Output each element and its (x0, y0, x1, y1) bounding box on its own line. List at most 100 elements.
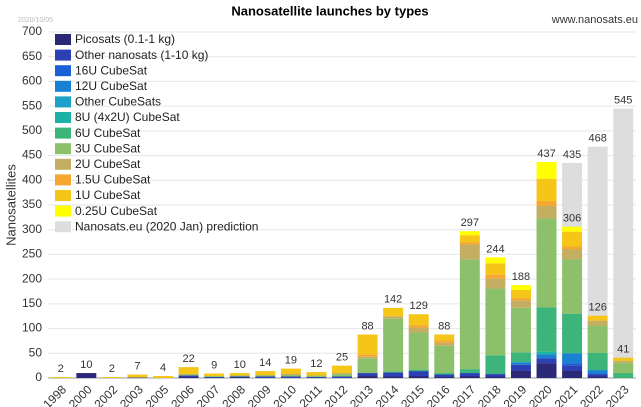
total-label: 10 (234, 359, 246, 371)
bar-segment (408, 369, 429, 372)
x-tick-label: 2010 (270, 382, 299, 407)
prediction-bar (613, 108, 634, 378)
bar-segment (459, 373, 480, 377)
bar-segment (485, 263, 506, 275)
source: www.nanosats.eu (551, 14, 638, 26)
total-label: 10 (80, 359, 92, 371)
x-tick-label: 2020 (526, 382, 555, 407)
bar-segment (536, 363, 557, 378)
bar-segment (153, 376, 174, 378)
bar-segment (587, 315, 608, 321)
total-label: 306 (563, 213, 581, 225)
bar-segment (562, 259, 583, 314)
legend-swatch (55, 174, 71, 186)
bar-segment (434, 373, 455, 375)
x-tick-label: 2013 (347, 382, 376, 407)
bar-segment (510, 290, 531, 298)
bar-segment (536, 354, 557, 359)
total-label: 129 (410, 300, 428, 312)
bar-segment (357, 373, 378, 377)
bar-segment (587, 352, 608, 371)
bar-segment (434, 377, 455, 378)
bar-segment (408, 314, 429, 326)
bar-segment (255, 375, 276, 377)
bar-segment (408, 376, 429, 378)
x-tick-label: 2006 (168, 382, 197, 407)
bar-segment (306, 372, 327, 376)
x-tick-label: 2021 (552, 382, 581, 407)
bar-segment (229, 376, 250, 378)
total-label: 19 (285, 355, 297, 367)
total-label: 188 (512, 271, 530, 283)
bar-segment (536, 161, 557, 179)
bar-segment (562, 313, 583, 354)
total-label: 244 (486, 243, 504, 255)
y-tick-label: 700 (22, 24, 42, 38)
bar-segment (357, 358, 378, 374)
bar-segment (562, 353, 583, 364)
bar-segment (408, 327, 429, 333)
bar-segment (383, 307, 404, 317)
bar-segment (332, 374, 352, 377)
x-tick-label: 2019 (501, 382, 530, 407)
bar-segment (332, 376, 352, 378)
total-label: 142 (384, 294, 402, 306)
bar-segment (306, 377, 327, 378)
bar-segment (510, 364, 531, 371)
bar-segment (255, 371, 276, 376)
bar-segment (587, 374, 608, 377)
total-label: 7 (134, 360, 140, 372)
legend-swatch (55, 190, 71, 201)
bar-segment (510, 362, 531, 365)
x-tick-label: 2009 (245, 382, 274, 407)
bar-segment (510, 300, 531, 308)
bar-segment (434, 340, 455, 343)
x-tick-label: 2017 (449, 382, 478, 407)
bar-segment (280, 373, 301, 375)
bar-segment (613, 360, 634, 364)
bar-segment (459, 231, 480, 236)
bar-segment (280, 376, 301, 378)
total-label: 9 (211, 359, 217, 371)
prediction-label: 545 (614, 95, 632, 107)
total-label: 126 (588, 302, 606, 314)
bar-segment (204, 373, 225, 377)
y-tick-label: 450 (22, 148, 42, 162)
x-tick-label: 2008 (219, 382, 248, 407)
total-label: 22 (182, 353, 194, 365)
bar-segment (510, 352, 531, 363)
bar-segment (383, 371, 404, 373)
total-label: 2 (58, 363, 64, 375)
y-tick-label: 300 (22, 222, 42, 236)
x-tick-label: 2012 (322, 382, 351, 407)
bar-segment (613, 357, 634, 361)
legend-swatch (55, 49, 71, 61)
bar-segment (357, 376, 378, 378)
legend-swatch (55, 80, 71, 92)
bar-segment (229, 373, 250, 376)
x-tick-label: 2015 (398, 382, 427, 407)
legend-label: 8U (4x2U) CubeSat (75, 110, 180, 124)
y-tick-label: 200 (22, 271, 42, 285)
total-label: 297 (461, 217, 479, 229)
bar-segment (459, 242, 480, 245)
bar-segment (485, 288, 506, 356)
legend-swatch (55, 112, 71, 123)
legend-label: 6U CubeSat (75, 126, 141, 140)
bar-segment (587, 370, 608, 375)
legend-label: Nanosats.eu (2020 Jan) prediction (75, 219, 258, 233)
bar-segment (510, 285, 531, 291)
bar-segment (485, 376, 506, 378)
y-tick-label: 250 (22, 247, 42, 261)
legend-label: Other CubeSats (75, 95, 161, 109)
legend-swatch (55, 205, 71, 217)
bar-segment (459, 244, 480, 260)
bar-segment (434, 334, 455, 341)
bar-segment (434, 374, 455, 378)
legend-label: Other nanosats (1-10 kg) (75, 48, 208, 62)
bar-segment (178, 367, 199, 375)
y-tick-label: 500 (22, 123, 42, 137)
y-tick-label: 400 (22, 172, 42, 186)
legend-swatch (55, 96, 71, 108)
